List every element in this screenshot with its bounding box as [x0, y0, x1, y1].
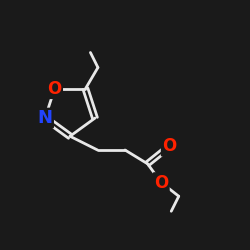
Text: N: N	[38, 109, 52, 127]
Text: O: O	[162, 137, 176, 155]
Text: O: O	[48, 80, 62, 98]
Text: O: O	[154, 174, 168, 192]
